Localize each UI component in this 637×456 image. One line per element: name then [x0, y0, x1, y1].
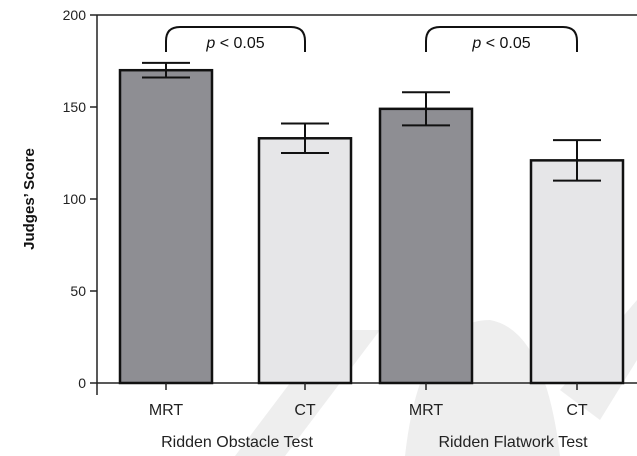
y-tick-label: 100	[63, 191, 87, 207]
p-threshold: < 0.05	[481, 35, 530, 52]
plot-area: 0 50 100 150 200 MRT CT Ridden Obstacle Test p <…	[63, 7, 637, 451]
y-tick-label: 150	[63, 99, 87, 115]
significance-annotation: p < 0.05	[205, 35, 264, 52]
significance-bracket	[165, 26, 306, 52]
bar	[257, 137, 353, 385]
y-tick-label: 200	[63, 7, 87, 23]
category-label: CT	[566, 402, 588, 419]
category-label: CT	[294, 402, 316, 419]
p-threshold: < 0.05	[215, 35, 264, 52]
p-symbol: p	[205, 35, 215, 52]
p-symbol: p	[471, 35, 481, 52]
group-label: Ridden Flatwork Test	[438, 434, 588, 451]
group-label: Ridden Obstacle Test	[161, 434, 313, 451]
y-tick-label: 0	[78, 375, 86, 391]
significance-annotation: p < 0.05	[471, 35, 530, 52]
bar	[118, 68, 214, 385]
category-label: MRT	[149, 402, 184, 419]
y-tick-label: 50	[70, 283, 86, 299]
bar	[378, 107, 474, 385]
bar	[529, 159, 625, 385]
significance-bracket	[425, 26, 578, 52]
category-label: MRT	[409, 402, 444, 419]
y-axis-label: Judges’ Score	[21, 148, 38, 250]
